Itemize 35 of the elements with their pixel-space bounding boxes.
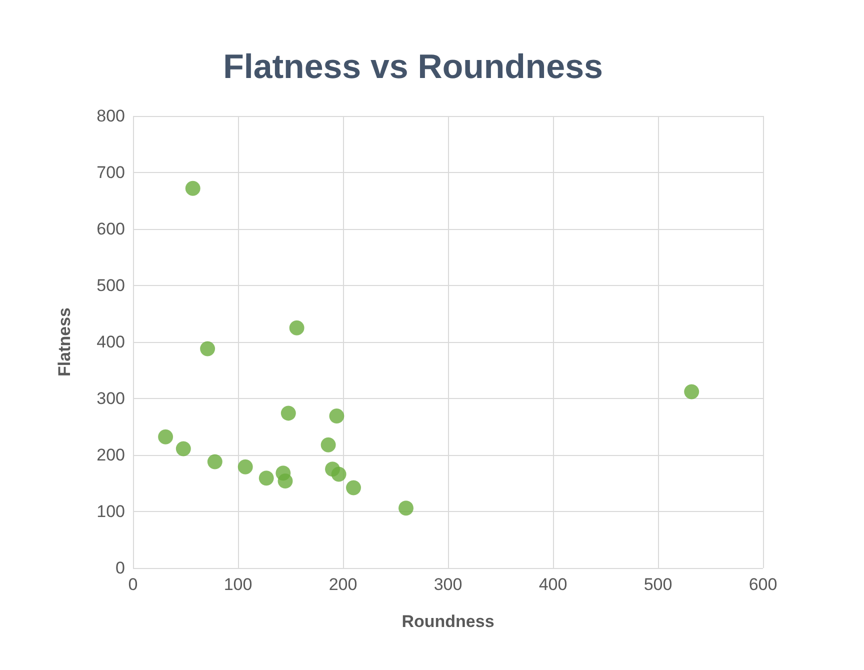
y-tick-label: 600 xyxy=(96,220,125,238)
y-tick-label: 300 xyxy=(96,389,125,408)
point xyxy=(346,480,361,496)
y-tick-label: 0 xyxy=(116,558,125,578)
y-axis-title: Flatness xyxy=(55,308,74,376)
x-tick-label: 300 xyxy=(434,575,462,594)
point xyxy=(185,180,200,196)
point xyxy=(398,500,414,516)
x-tick-label: 100 xyxy=(224,575,252,594)
point xyxy=(258,470,274,486)
y-tick-label: 400 xyxy=(96,332,125,352)
point xyxy=(238,459,253,474)
y-tick-label: 800 xyxy=(96,106,125,126)
chart-title: Flatness vs Roundness xyxy=(223,48,603,86)
point xyxy=(331,466,346,482)
y-tick-label: 100 xyxy=(96,502,125,521)
x-tick-label: 0 xyxy=(128,575,138,594)
y-tick-label: 700 xyxy=(96,163,125,182)
point xyxy=(329,408,344,424)
point xyxy=(158,429,174,444)
point xyxy=(684,384,700,400)
x-tick-label: 600 xyxy=(748,575,778,594)
y-tick-label: 200 xyxy=(96,446,125,464)
x-axis-title: Roundness xyxy=(402,612,494,631)
x-tick-label: 500 xyxy=(644,575,672,594)
x-tick-label: 400 xyxy=(538,575,568,594)
point xyxy=(200,341,216,356)
x-tick-label: 200 xyxy=(328,575,358,594)
point xyxy=(289,320,304,336)
point xyxy=(176,441,191,456)
point xyxy=(207,454,222,470)
point xyxy=(278,473,293,488)
point xyxy=(320,437,336,452)
y-tick-label: 500 xyxy=(96,276,125,295)
point xyxy=(280,406,296,421)
